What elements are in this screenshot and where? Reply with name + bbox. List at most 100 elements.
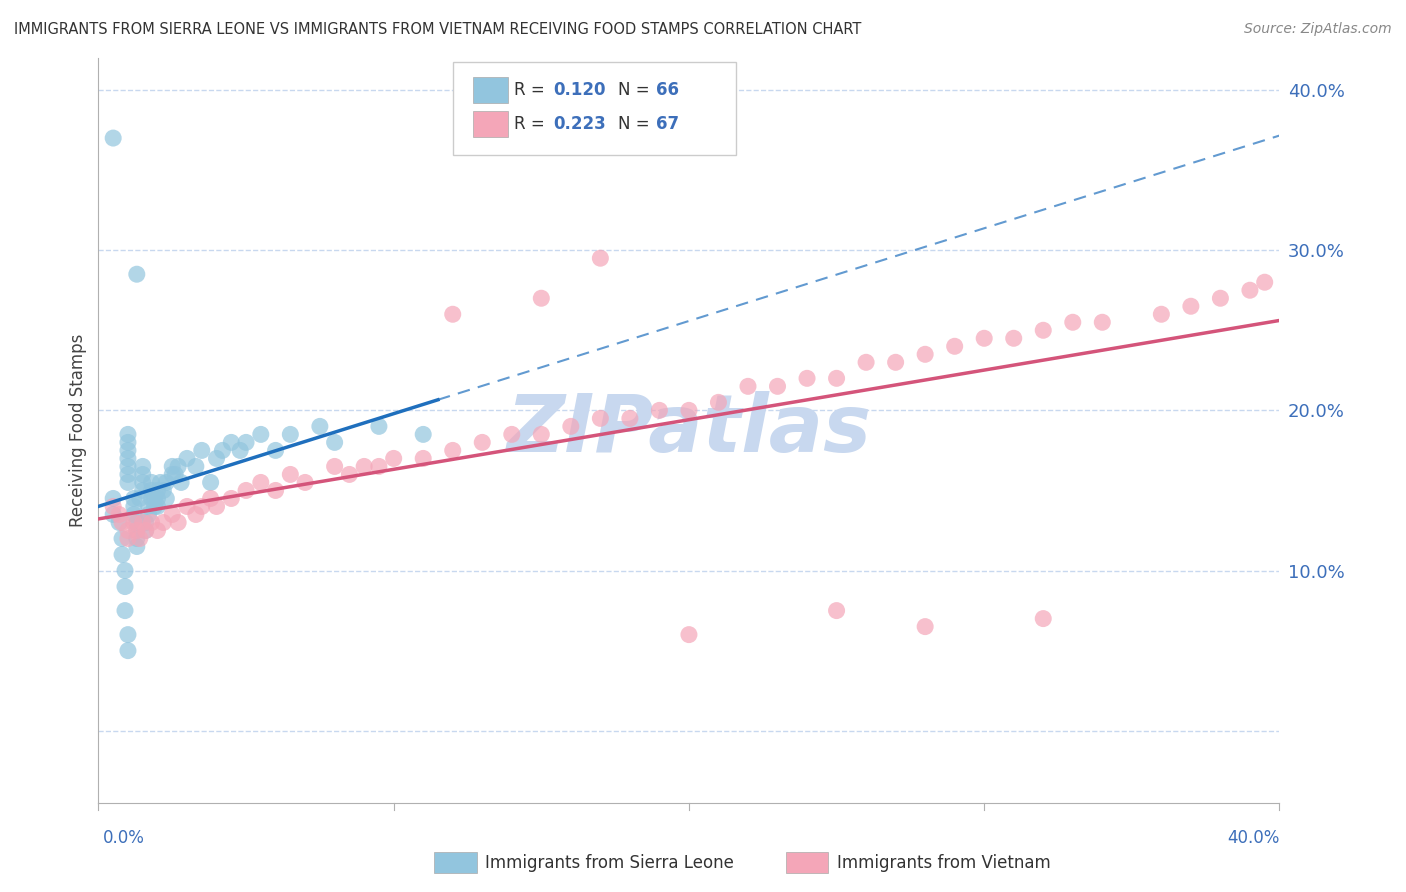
Point xyxy=(412,427,434,442)
Point xyxy=(141,491,163,506)
Point xyxy=(167,516,190,530)
Point xyxy=(170,475,193,490)
Text: R =: R = xyxy=(515,81,550,99)
Text: 0.120: 0.120 xyxy=(553,81,606,99)
Point xyxy=(155,491,177,506)
Point xyxy=(914,347,936,361)
Point xyxy=(441,443,464,458)
Point xyxy=(205,500,228,514)
Point xyxy=(122,491,145,506)
Point xyxy=(146,483,169,498)
Point xyxy=(294,475,316,490)
Point xyxy=(152,516,174,530)
Point xyxy=(117,467,139,482)
Point xyxy=(1032,611,1054,625)
Point xyxy=(205,451,228,466)
Point xyxy=(108,516,131,530)
Point xyxy=(114,564,136,578)
Point xyxy=(353,459,375,474)
Point xyxy=(122,508,145,522)
Point xyxy=(138,500,160,514)
Point xyxy=(280,467,302,482)
FancyBboxPatch shape xyxy=(472,111,508,137)
Point xyxy=(122,500,145,514)
Text: 0.223: 0.223 xyxy=(553,114,606,133)
Point xyxy=(167,459,190,474)
Point xyxy=(111,516,134,530)
Point xyxy=(135,516,157,530)
Point xyxy=(117,459,139,474)
Point xyxy=(117,532,139,546)
Point xyxy=(117,451,139,466)
Point xyxy=(1254,275,1277,289)
Point xyxy=(530,291,553,305)
Point xyxy=(250,427,273,442)
Point xyxy=(103,491,125,506)
Point xyxy=(309,419,332,434)
Point xyxy=(1209,291,1232,305)
Point xyxy=(1150,307,1173,321)
Point xyxy=(589,251,612,265)
Point xyxy=(132,483,155,498)
Text: Immigrants from Vietnam: Immigrants from Vietnam xyxy=(837,854,1050,871)
Point xyxy=(825,604,848,618)
Point xyxy=(125,267,148,281)
Point xyxy=(138,508,160,522)
Point xyxy=(235,483,257,498)
Point xyxy=(323,459,346,474)
Point xyxy=(149,475,172,490)
Point xyxy=(132,516,155,530)
Point xyxy=(103,500,125,514)
Point xyxy=(176,500,198,514)
Point xyxy=(501,427,523,442)
Point xyxy=(125,540,148,554)
Point xyxy=(125,524,148,538)
Point xyxy=(914,619,936,633)
Point xyxy=(1180,299,1202,313)
Point xyxy=(191,443,214,458)
Point xyxy=(114,604,136,618)
Point xyxy=(111,532,134,546)
Point xyxy=(117,524,139,538)
Point xyxy=(135,524,157,538)
Point xyxy=(368,419,391,434)
Point xyxy=(323,435,346,450)
Point xyxy=(200,475,222,490)
FancyBboxPatch shape xyxy=(472,78,508,103)
Point xyxy=(117,427,139,442)
Point xyxy=(132,459,155,474)
Point xyxy=(412,451,434,466)
Point xyxy=(796,371,818,385)
Point xyxy=(132,475,155,490)
Point xyxy=(825,371,848,385)
Point xyxy=(176,451,198,466)
Text: N =: N = xyxy=(619,114,655,133)
Point xyxy=(560,419,582,434)
Point xyxy=(264,483,287,498)
Point xyxy=(339,467,361,482)
Point xyxy=(589,411,612,425)
Point xyxy=(678,403,700,417)
Point xyxy=(125,532,148,546)
Point xyxy=(973,331,995,345)
Point xyxy=(221,435,243,450)
Point xyxy=(155,475,177,490)
Point xyxy=(648,403,671,417)
Y-axis label: Receiving Food Stamps: Receiving Food Stamps xyxy=(69,334,87,527)
Point xyxy=(162,508,183,522)
Text: 40.0%: 40.0% xyxy=(1227,830,1279,847)
Text: IMMIGRANTS FROM SIERRA LEONE VS IMMIGRANTS FROM VIETNAM RECEIVING FOOD STAMPS CO: IMMIGRANTS FROM SIERRA LEONE VS IMMIGRAN… xyxy=(14,22,862,37)
Point xyxy=(191,500,214,514)
Point xyxy=(165,467,187,482)
Text: 67: 67 xyxy=(655,114,679,133)
Point xyxy=(135,524,157,538)
Point xyxy=(117,627,139,641)
Point xyxy=(678,627,700,641)
Point xyxy=(103,508,125,522)
Point xyxy=(125,516,148,530)
Point xyxy=(146,500,169,514)
Point xyxy=(229,443,252,458)
Point xyxy=(141,483,163,498)
Text: 66: 66 xyxy=(655,81,679,99)
Point xyxy=(143,500,166,514)
